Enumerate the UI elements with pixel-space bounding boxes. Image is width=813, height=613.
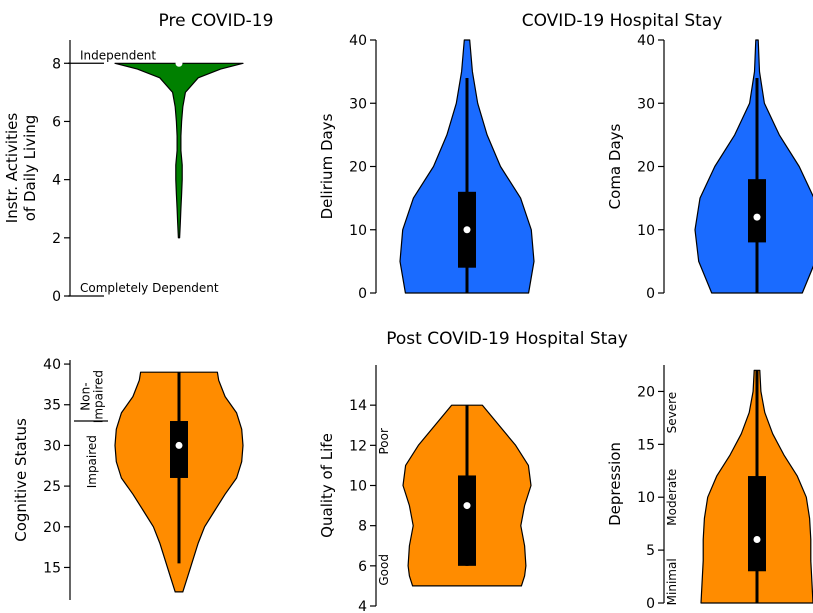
y-axis-label: Quality of Life xyxy=(318,433,336,538)
y-tick-label: 30 xyxy=(349,96,367,112)
y-tick-label: 20 xyxy=(349,160,367,176)
category-label: Impaired xyxy=(92,370,106,423)
y-tick-label: 0 xyxy=(646,596,655,612)
y-tick-label: 10 xyxy=(349,223,367,239)
category-label: Moderate xyxy=(665,469,679,526)
violin-body xyxy=(694,39,813,294)
median-marker xyxy=(175,59,183,67)
median-marker xyxy=(753,213,761,221)
violin-body xyxy=(114,62,244,239)
y-tick-label: 30 xyxy=(637,96,655,112)
violin-panel-2: 0 10 20 30 40 Delirium Days xyxy=(318,33,535,302)
y-tick-label: 0 xyxy=(646,286,655,302)
category-label: Completely Dependent xyxy=(80,281,219,295)
y-tick-label: 5 xyxy=(646,543,655,559)
category-label: Impaired xyxy=(85,435,99,488)
iqr-box xyxy=(458,475,476,566)
median-marker xyxy=(175,441,183,449)
y-tick-label: 20 xyxy=(43,520,61,536)
y-tick-label: 25 xyxy=(43,479,61,495)
y-tick-label: 8 xyxy=(52,56,61,72)
violin-panel-6: 0 5 10 15 20 Depression Severe Moderate Minimal xyxy=(606,365,813,612)
title-pre: Pre COVID-19 xyxy=(159,11,274,31)
y-tick-label: 10 xyxy=(637,490,655,506)
y-tick-label: 4 xyxy=(52,173,61,189)
y-tick-label: 35 xyxy=(43,398,61,414)
y-tick-label: 6 xyxy=(358,559,367,575)
violin-panel-3: 0 10 20 30 40 Coma Days xyxy=(606,33,813,302)
y-tick-label: 14 xyxy=(349,398,367,414)
y-axis-label: Cognitive Status xyxy=(12,418,30,542)
y-tick-label: 40 xyxy=(637,33,655,49)
y-axis-label: Depression xyxy=(606,442,624,526)
y-tick-label: 12 xyxy=(349,438,367,454)
y-axis-label: Coma Days xyxy=(606,123,624,209)
iqr-box xyxy=(748,476,766,572)
median-marker xyxy=(753,536,761,544)
y-tick-label: 4 xyxy=(358,599,367,613)
y-tick-label: 10 xyxy=(637,223,655,239)
y-tick-label: 30 xyxy=(43,438,61,454)
category-label: Independent xyxy=(80,48,156,62)
category-label: Non- xyxy=(79,382,93,410)
y-tick-label: 0 xyxy=(358,286,367,302)
y-tick-label: 20 xyxy=(637,160,655,176)
category-label: Good xyxy=(377,554,391,586)
iqr-box xyxy=(170,421,188,478)
y-tick-label: 6 xyxy=(52,114,61,130)
y-tick-label: 40 xyxy=(349,33,367,49)
title-during: COVID-19 Hospital Stay xyxy=(522,11,723,31)
category-label: Severe xyxy=(665,392,679,434)
y-tick-label: 15 xyxy=(637,437,655,453)
y-axis-label: Instr. Activities xyxy=(3,113,21,224)
iqr-box xyxy=(748,179,766,243)
median-marker xyxy=(463,502,471,510)
violin-panel-1: 0 2 4 6 8 Instr. Activities of Daily Living Ind… xyxy=(3,40,244,305)
title-post: Post COVID-19 Hospital Stay xyxy=(386,329,628,349)
y-tick-label: 0 xyxy=(52,289,61,305)
y-tick-label: 2 xyxy=(52,231,61,247)
y-tick-label: 40 xyxy=(43,357,61,373)
y-axis-label: of Daily Living xyxy=(21,115,39,222)
y-tick-label: 8 xyxy=(358,519,367,535)
category-label: Minimal xyxy=(665,558,679,605)
y-axis-label: Delirium Days xyxy=(318,113,336,219)
median-marker xyxy=(463,226,471,234)
y-tick-label: 15 xyxy=(43,560,61,576)
category-label: Poor xyxy=(377,428,391,454)
y-tick-label: 10 xyxy=(349,479,367,495)
violin-panel-5: 4 6 8 10 12 14 Quality of Life Poor Good xyxy=(318,365,532,613)
y-tick-label: 20 xyxy=(637,384,655,400)
